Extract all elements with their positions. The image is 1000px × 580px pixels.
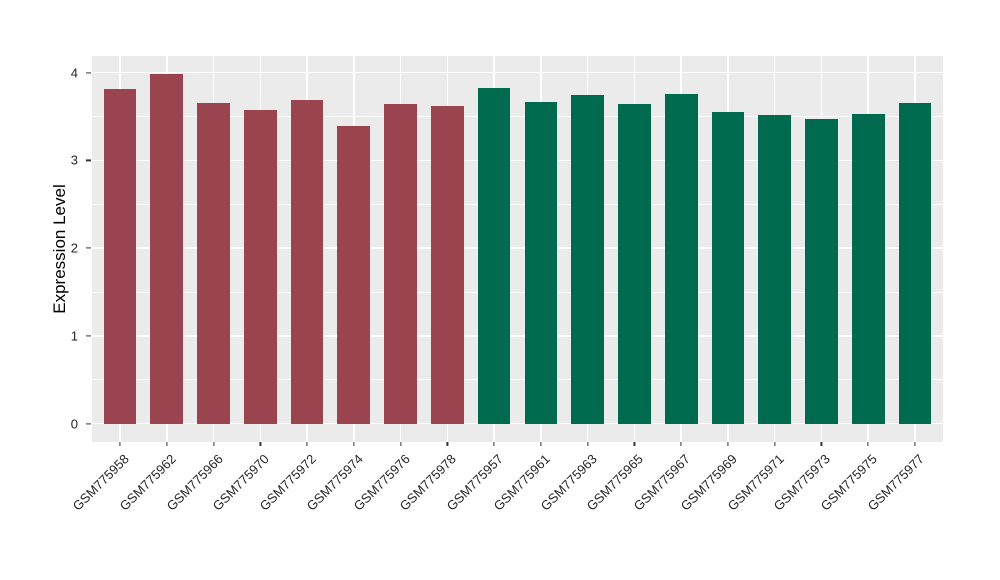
y-tick-mark: [86, 422, 91, 425]
x-tick-mark: [914, 442, 916, 446]
x-tick-mark: [774, 442, 776, 446]
bar-GSM775962: [150, 74, 184, 424]
y-tick-label: 1: [70, 328, 78, 344]
y-major-gridline: [92, 247, 943, 249]
bar-GSM775958: [103, 89, 137, 424]
bar-GSM775973: [805, 119, 838, 424]
bar-GSM775975: [851, 113, 885, 424]
x-tick-mark: [633, 442, 635, 446]
y-major-gridline: [92, 422, 943, 425]
y-tick-mark: [86, 159, 91, 161]
bar-GSM775966: [197, 103, 230, 424]
y-major-gridline: [92, 71, 943, 74]
x-tick-mark: [212, 442, 215, 446]
x-tick-mark: [587, 442, 589, 446]
y-tick-mark: [86, 72, 91, 74]
x-axis: GSM775958 GSM775962 GSM775966 GSM775970 GSM7…: [70, 442, 943, 572]
bar-GSM775969: [711, 112, 745, 424]
x-tick-mark: [820, 442, 823, 446]
bar-GSM775974: [337, 126, 371, 424]
y-major-gridline: [92, 335, 943, 337]
y-minor-gridline: [92, 116, 943, 117]
x-tick-mark: [727, 442, 729, 446]
bar-GSM775978: [430, 106, 464, 424]
y-tick-mark: [86, 247, 91, 249]
x-tick-mark: [680, 442, 682, 446]
x-tick-mark: [493, 442, 495, 446]
x-tick-mark: [446, 442, 448, 446]
x-tick-mark: [306, 442, 308, 446]
bar-GSM775972: [290, 99, 324, 424]
bar-GSM775970: [243, 110, 277, 424]
plot-panel: [92, 56, 943, 442]
bar-GSM775971: [758, 114, 792, 424]
y-tick-label: 0: [70, 416, 78, 432]
bar-GSM775957: [477, 87, 511, 424]
x-tick-mark: [166, 442, 168, 446]
x-tick-mark: [400, 442, 402, 446]
y-minor-gridline: [92, 203, 943, 205]
y-minor-gridline: [92, 291, 943, 293]
y-tick-label: 3: [70, 152, 78, 168]
y-axis: 0 1 2 3 4: [0, 56, 92, 442]
bar-GSM775967: [664, 93, 698, 424]
y-tick-label: 2: [70, 240, 78, 256]
y-tick-mark: [86, 335, 91, 337]
bar-GSM775963: [571, 94, 604, 424]
x-tick-mark: [119, 442, 121, 446]
y-major-gridline: [92, 159, 943, 162]
x-tick-mark: [867, 442, 869, 446]
bar-GSM775961: [524, 101, 558, 424]
y-minor-gridline: [92, 379, 943, 381]
bar-GSM775965: [618, 104, 651, 424]
x-tick-mark: [259, 442, 261, 446]
x-tick-mark: [540, 442, 542, 446]
x-tick-mark: [353, 442, 355, 446]
y-tick-label: 4: [70, 65, 78, 81]
bar-GSM775977: [898, 103, 932, 424]
bar-GSM775976: [384, 104, 417, 424]
